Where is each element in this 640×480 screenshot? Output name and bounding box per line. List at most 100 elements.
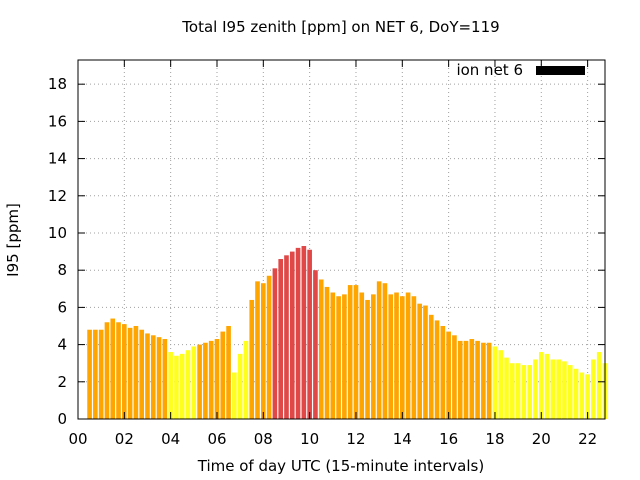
bar (330, 292, 336, 419)
bar (382, 283, 388, 419)
bar (93, 329, 98, 419)
bar (162, 339, 168, 419)
bar (388, 294, 394, 419)
bar (220, 331, 226, 419)
bar (556, 359, 561, 419)
bar (428, 314, 434, 419)
bar (249, 299, 255, 419)
bar (278, 259, 284, 419)
chart-title: Total I95 zenith [ppm] on NET 6, DoY=119 (181, 18, 499, 36)
bar (371, 294, 376, 419)
y-tick-label: 8 (57, 261, 67, 279)
bar (232, 372, 237, 419)
bar (243, 340, 249, 419)
x-tick-label: 18 (485, 430, 504, 448)
bar (550, 359, 556, 419)
legend: ion net 6 (456, 61, 585, 79)
bar (203, 342, 208, 419)
bar (417, 303, 422, 419)
bar (156, 337, 162, 419)
y-tick-label: 0 (57, 410, 67, 428)
y-tick-label: 16 (48, 112, 67, 130)
bar (318, 279, 324, 419)
x-tick-label: 12 (346, 430, 365, 448)
bar (504, 357, 509, 419)
bar (324, 286, 330, 419)
bar (139, 329, 145, 419)
y-tick-label: 2 (57, 373, 67, 391)
bar (301, 246, 307, 419)
bar (538, 352, 544, 419)
bar (573, 368, 579, 419)
bar (475, 340, 480, 419)
bar (562, 361, 567, 419)
bar (376, 281, 382, 419)
bar (168, 352, 173, 419)
bar (533, 359, 538, 419)
y-axis-label: I95 [ppm] (4, 203, 22, 277)
bar (307, 249, 312, 419)
bar (145, 333, 150, 419)
bar (127, 327, 133, 419)
bar (515, 363, 521, 419)
bar (336, 296, 341, 419)
bar (585, 374, 590, 419)
x-tick-label: 10 (300, 430, 319, 448)
bar (185, 350, 191, 419)
x-tick-label: 08 (254, 430, 273, 448)
x-tick-label: 00 (68, 430, 87, 448)
bar (544, 353, 550, 419)
bar (579, 372, 585, 419)
bar (365, 299, 370, 419)
bar (87, 329, 92, 419)
bar (463, 340, 469, 419)
bar (295, 247, 301, 419)
y-tick-label: 12 (48, 187, 67, 205)
y-tick-label: 18 (48, 75, 67, 93)
x-axis-label: Time of day UTC (15-minute intervals) (197, 457, 484, 475)
bar (226, 325, 231, 419)
bar (289, 251, 295, 419)
bar (521, 365, 527, 419)
bar (498, 350, 504, 419)
bar (411, 296, 417, 419)
bar (469, 339, 475, 419)
bar (98, 329, 104, 419)
bar (179, 353, 185, 419)
bar (353, 285, 359, 419)
bar (237, 353, 243, 419)
bar (313, 270, 318, 419)
bar (423, 305, 428, 419)
bar (347, 285, 353, 419)
bar (457, 340, 463, 419)
legend-swatch (536, 66, 585, 75)
bar (596, 352, 602, 419)
y-tick-label: 14 (48, 150, 67, 168)
plot-frame (77, 59, 606, 420)
bar (272, 268, 278, 419)
bar (104, 322, 110, 419)
legend-label: ion net 6 (456, 61, 523, 79)
y-tick-label: 6 (57, 298, 67, 316)
bar (266, 275, 272, 419)
bar (452, 335, 457, 419)
bar (214, 339, 220, 419)
bar (434, 320, 440, 419)
bar (261, 283, 266, 419)
x-tick-label: 16 (439, 430, 458, 448)
bar (110, 318, 116, 419)
x-tick-label: 22 (578, 430, 597, 448)
bar (486, 342, 492, 419)
y-tick-label: 4 (57, 336, 67, 354)
x-tick-label: 06 (207, 430, 226, 448)
y-tick-label: 10 (48, 224, 67, 242)
bar (591, 359, 596, 419)
bar (394, 292, 399, 419)
bar (150, 335, 156, 419)
bar (405, 292, 411, 419)
bar (122, 324, 127, 419)
bar (481, 342, 486, 419)
bar (255, 281, 260, 419)
